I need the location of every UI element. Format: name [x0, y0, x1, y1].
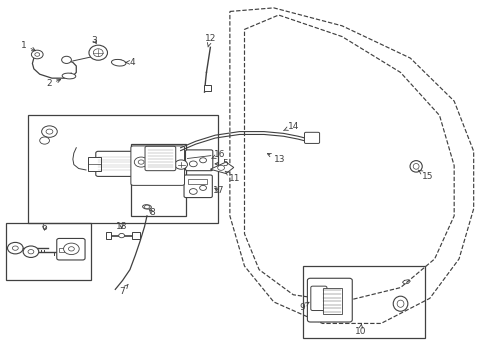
- Circle shape: [35, 53, 40, 56]
- FancyBboxPatch shape: [185, 150, 212, 171]
- Ellipse shape: [412, 163, 418, 169]
- Circle shape: [174, 160, 187, 169]
- Ellipse shape: [392, 296, 407, 311]
- Circle shape: [138, 160, 144, 164]
- Ellipse shape: [396, 300, 403, 307]
- Circle shape: [189, 189, 197, 194]
- FancyBboxPatch shape: [162, 155, 180, 175]
- Circle shape: [119, 233, 124, 238]
- Circle shape: [41, 126, 57, 137]
- Text: 16: 16: [211, 150, 225, 159]
- Circle shape: [12, 246, 18, 250]
- Text: 17: 17: [213, 185, 224, 194]
- Bar: [132, 232, 140, 239]
- Text: 3: 3: [91, 36, 97, 45]
- Circle shape: [144, 205, 149, 209]
- Circle shape: [28, 249, 34, 254]
- Circle shape: [40, 137, 49, 144]
- Text: 18: 18: [116, 222, 127, 231]
- Text: 10: 10: [354, 324, 366, 336]
- FancyBboxPatch shape: [310, 286, 326, 311]
- Bar: [203, 85, 211, 91]
- Text: 15: 15: [417, 170, 433, 181]
- Text: 4: 4: [125, 58, 135, 67]
- Bar: [88, 157, 101, 171]
- Ellipse shape: [409, 161, 421, 172]
- Text: 1: 1: [21, 41, 35, 51]
- Text: 9: 9: [299, 302, 308, 312]
- Text: 8: 8: [149, 208, 154, 217]
- FancyBboxPatch shape: [183, 175, 212, 198]
- Bar: [105, 232, 111, 239]
- Ellipse shape: [62, 73, 76, 79]
- Circle shape: [199, 185, 206, 190]
- Circle shape: [61, 56, 71, 63]
- Circle shape: [134, 157, 148, 167]
- Text: 6: 6: [41, 223, 47, 232]
- Circle shape: [199, 158, 206, 163]
- Ellipse shape: [93, 49, 103, 57]
- Text: 2: 2: [46, 79, 61, 89]
- Circle shape: [46, 129, 53, 134]
- Text: 14: 14: [283, 122, 298, 131]
- Bar: [322, 288, 341, 315]
- Bar: [303, 266, 424, 338]
- Text: 12: 12: [204, 34, 216, 47]
- Bar: [131, 144, 185, 216]
- Polygon shape: [210, 162, 233, 174]
- Text: 5: 5: [215, 159, 227, 168]
- Circle shape: [31, 50, 43, 59]
- FancyBboxPatch shape: [57, 238, 85, 260]
- Text: 13: 13: [267, 153, 285, 164]
- Ellipse shape: [89, 45, 107, 60]
- Bar: [5, 223, 91, 280]
- Bar: [188, 179, 206, 184]
- Circle shape: [63, 243, 79, 255]
- FancyBboxPatch shape: [96, 151, 163, 176]
- Circle shape: [189, 161, 197, 167]
- FancyBboxPatch shape: [304, 132, 319, 143]
- Circle shape: [217, 165, 224, 170]
- Circle shape: [7, 242, 23, 254]
- Text: 11: 11: [224, 171, 240, 183]
- Bar: [59, 248, 64, 252]
- Text: 7: 7: [119, 284, 128, 296]
- Circle shape: [68, 247, 74, 251]
- FancyBboxPatch shape: [131, 146, 184, 185]
- Ellipse shape: [111, 59, 126, 66]
- Bar: [27, 116, 217, 223]
- FancyBboxPatch shape: [145, 146, 175, 171]
- Circle shape: [23, 246, 39, 257]
- FancyBboxPatch shape: [307, 278, 351, 322]
- Ellipse shape: [142, 205, 151, 209]
